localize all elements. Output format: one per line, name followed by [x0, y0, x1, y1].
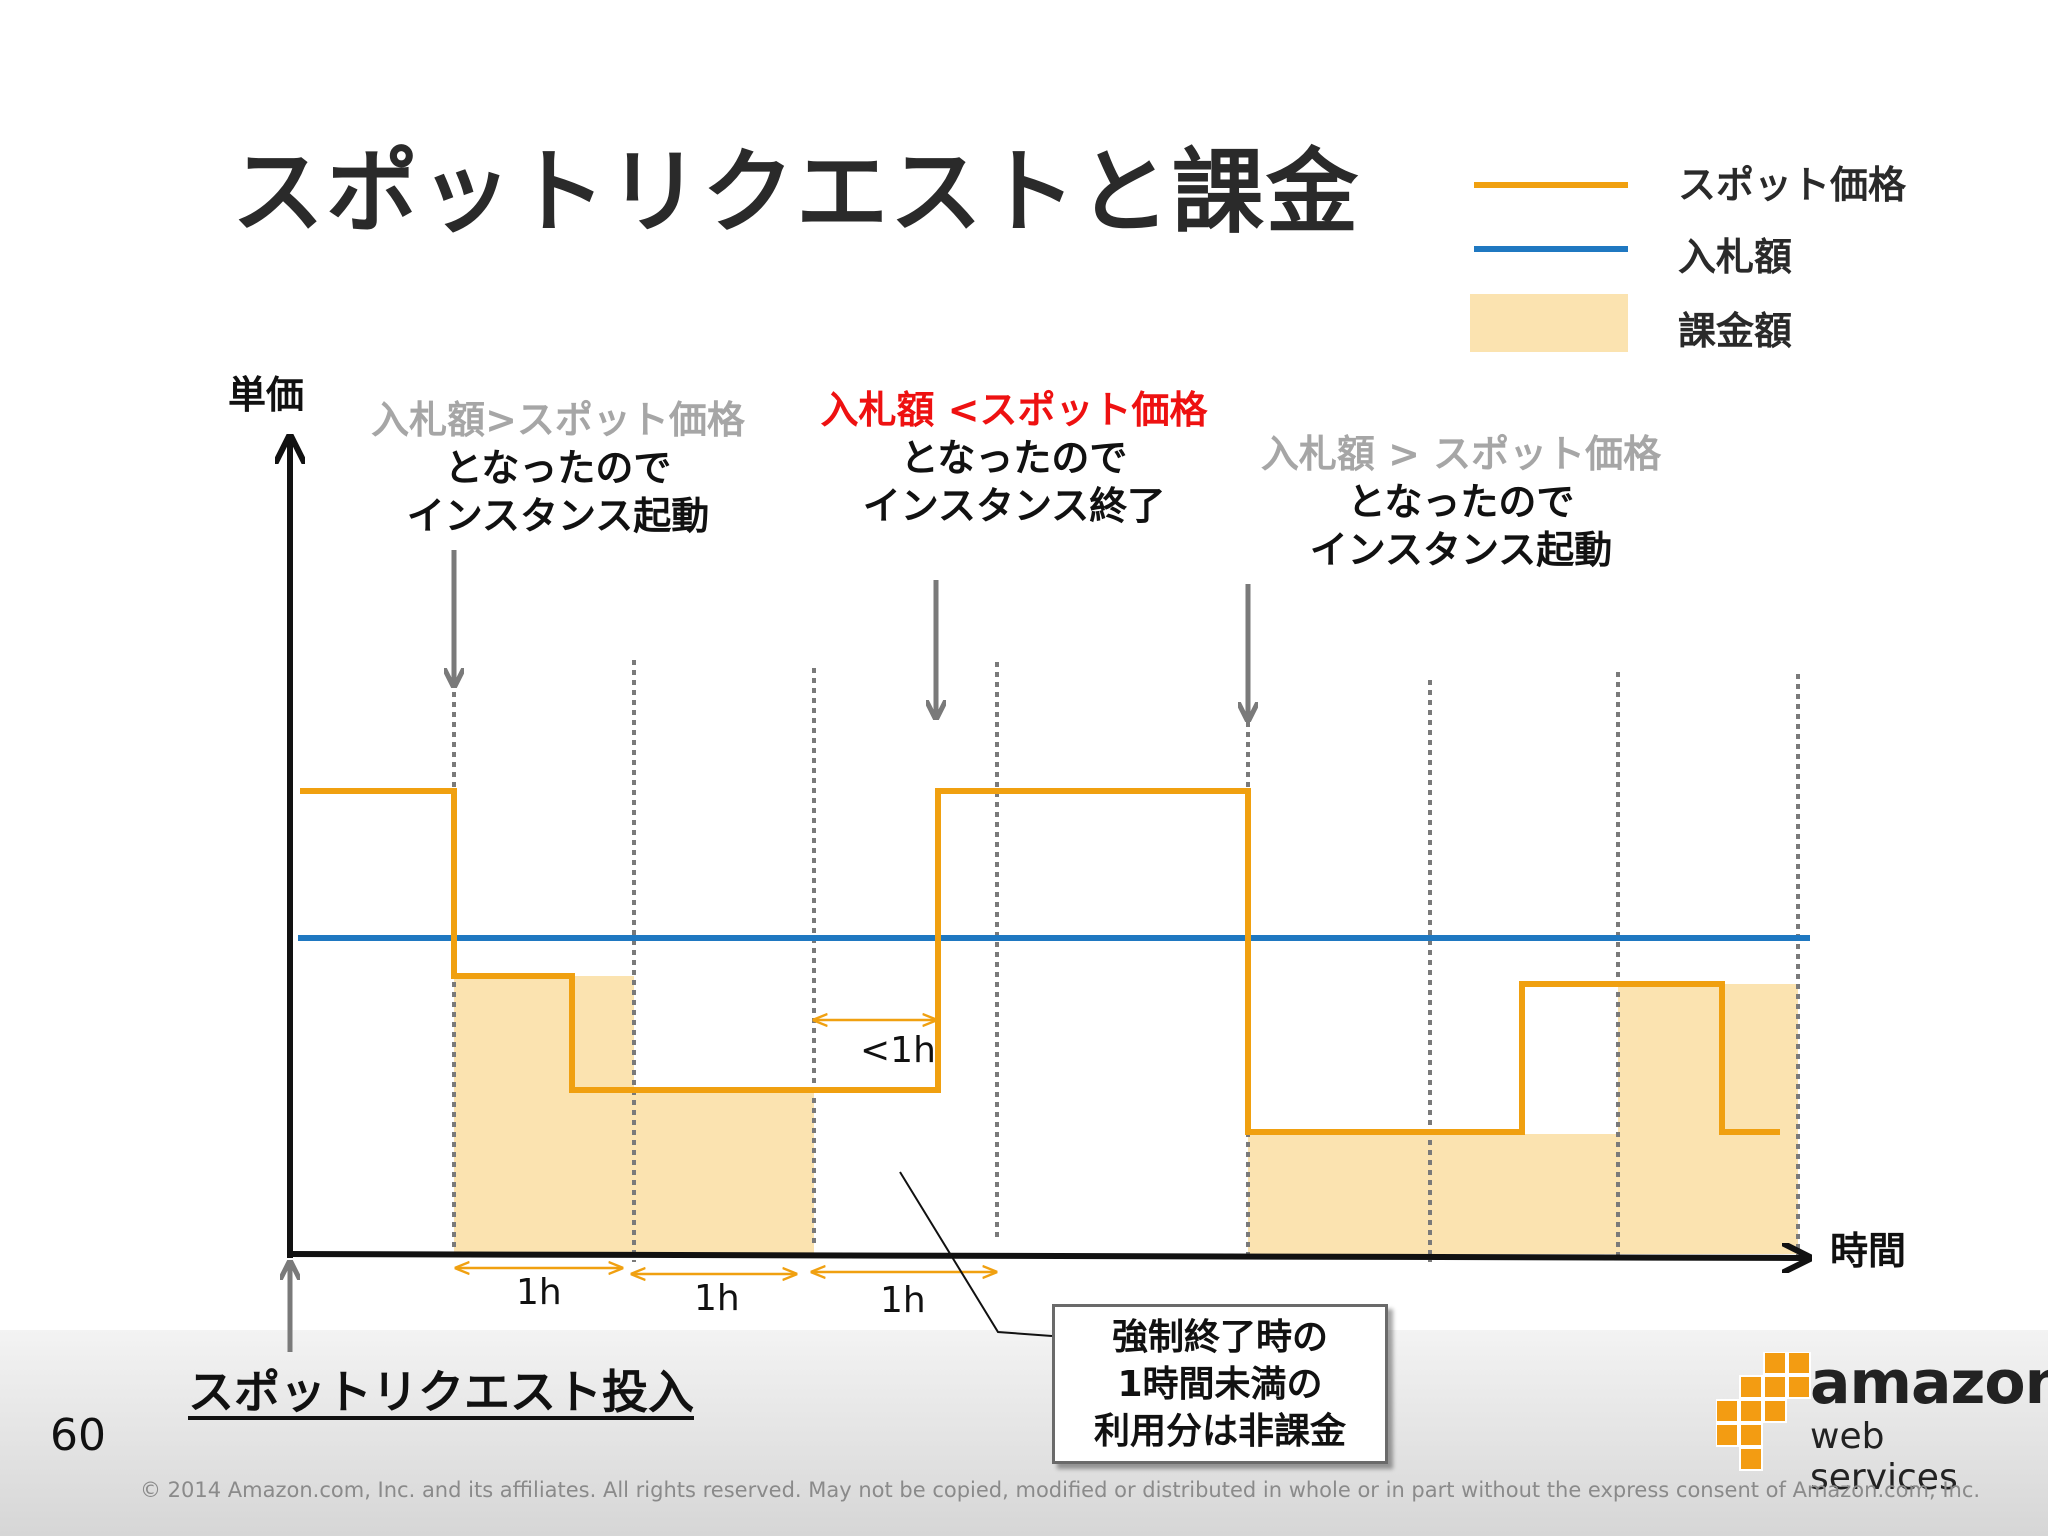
callout-line-1: 強制終了時の: [1111, 1316, 1328, 1358]
legend-label-spot-price: スポット価格: [1678, 163, 1907, 207]
spot-request-label: スポットリクエスト投入: [188, 1365, 694, 1419]
restart-note-condition: 入札額 > スポット価格: [1260, 432, 1662, 476]
legend-swatch-charge: [1470, 294, 1628, 352]
start-note-condition: 入札額>スポット価格: [371, 398, 745, 442]
legend-label-bid: 入札額: [1678, 235, 1793, 279]
dimension-hour-2-label: 1h: [694, 1278, 740, 1319]
charge-block-3: [1248, 1134, 1430, 1254]
x-axis-label: 時間: [1830, 1229, 1907, 1273]
callout-leader: [899, 1171, 1053, 1337]
callout-line-2: 1時間未満の: [1117, 1363, 1323, 1405]
copyright-notice: © 2014 Amazon.com, Inc. and its affiliat…: [140, 1478, 1981, 1502]
spot-price-line: [300, 788, 1780, 1135]
legend-label-charge: 課金額: [1678, 309, 1793, 353]
aws-cubes-icon: [1716, 1352, 1811, 1471]
start-note-reason: となったので: [444, 446, 672, 490]
charge-block-4: [1430, 1134, 1618, 1254]
callout-box: 強制終了時の 1時間未満の 利用分は非課金: [1052, 1304, 1388, 1464]
aws-logo-amazon: amazon: [1810, 1348, 2048, 1418]
stop-note-action: インスタンス終了: [862, 484, 1166, 528]
footer-band: [0, 1330, 2048, 1536]
x-axis: [286, 1254, 1806, 1258]
aws-logo: amazon web services: [1716, 1348, 2048, 1498]
dimension-short-label: <1h: [860, 1030, 936, 1071]
stop-note: 入札額 <スポット価格 となったので インスタンス終了: [812, 386, 1216, 530]
restart-note-action: インスタンス起動: [1309, 528, 1613, 572]
page-number: 60: [50, 1410, 106, 1461]
charge-block-1: [454, 976, 634, 1254]
charge-block-5: [1618, 984, 1798, 1254]
page-title: スポットリクエストと課金: [232, 139, 1361, 246]
dimension-hour-1-label: 1h: [516, 1272, 562, 1313]
restart-note: 入札額 > スポット価格 となったので インスタンス起動: [1246, 430, 1676, 574]
charge-block-2: [634, 1090, 814, 1254]
stop-note-condition: 入札額 <スポット価格: [820, 388, 1208, 432]
dimension-hour-3-label: 1h: [880, 1280, 926, 1321]
stop-note-reason: となったので: [900, 436, 1128, 480]
aws-logo-web-services: web services: [1810, 1416, 1958, 1498]
restart-note-reason: となったので: [1347, 480, 1575, 524]
start-note: 入札額>スポット価格 となったので インスタンス起動: [358, 396, 758, 540]
start-note-action: インスタンス起動: [406, 494, 710, 538]
y-axis-label: 単価: [228, 373, 305, 417]
callout-line-3: 利用分は非課金: [1093, 1410, 1346, 1452]
